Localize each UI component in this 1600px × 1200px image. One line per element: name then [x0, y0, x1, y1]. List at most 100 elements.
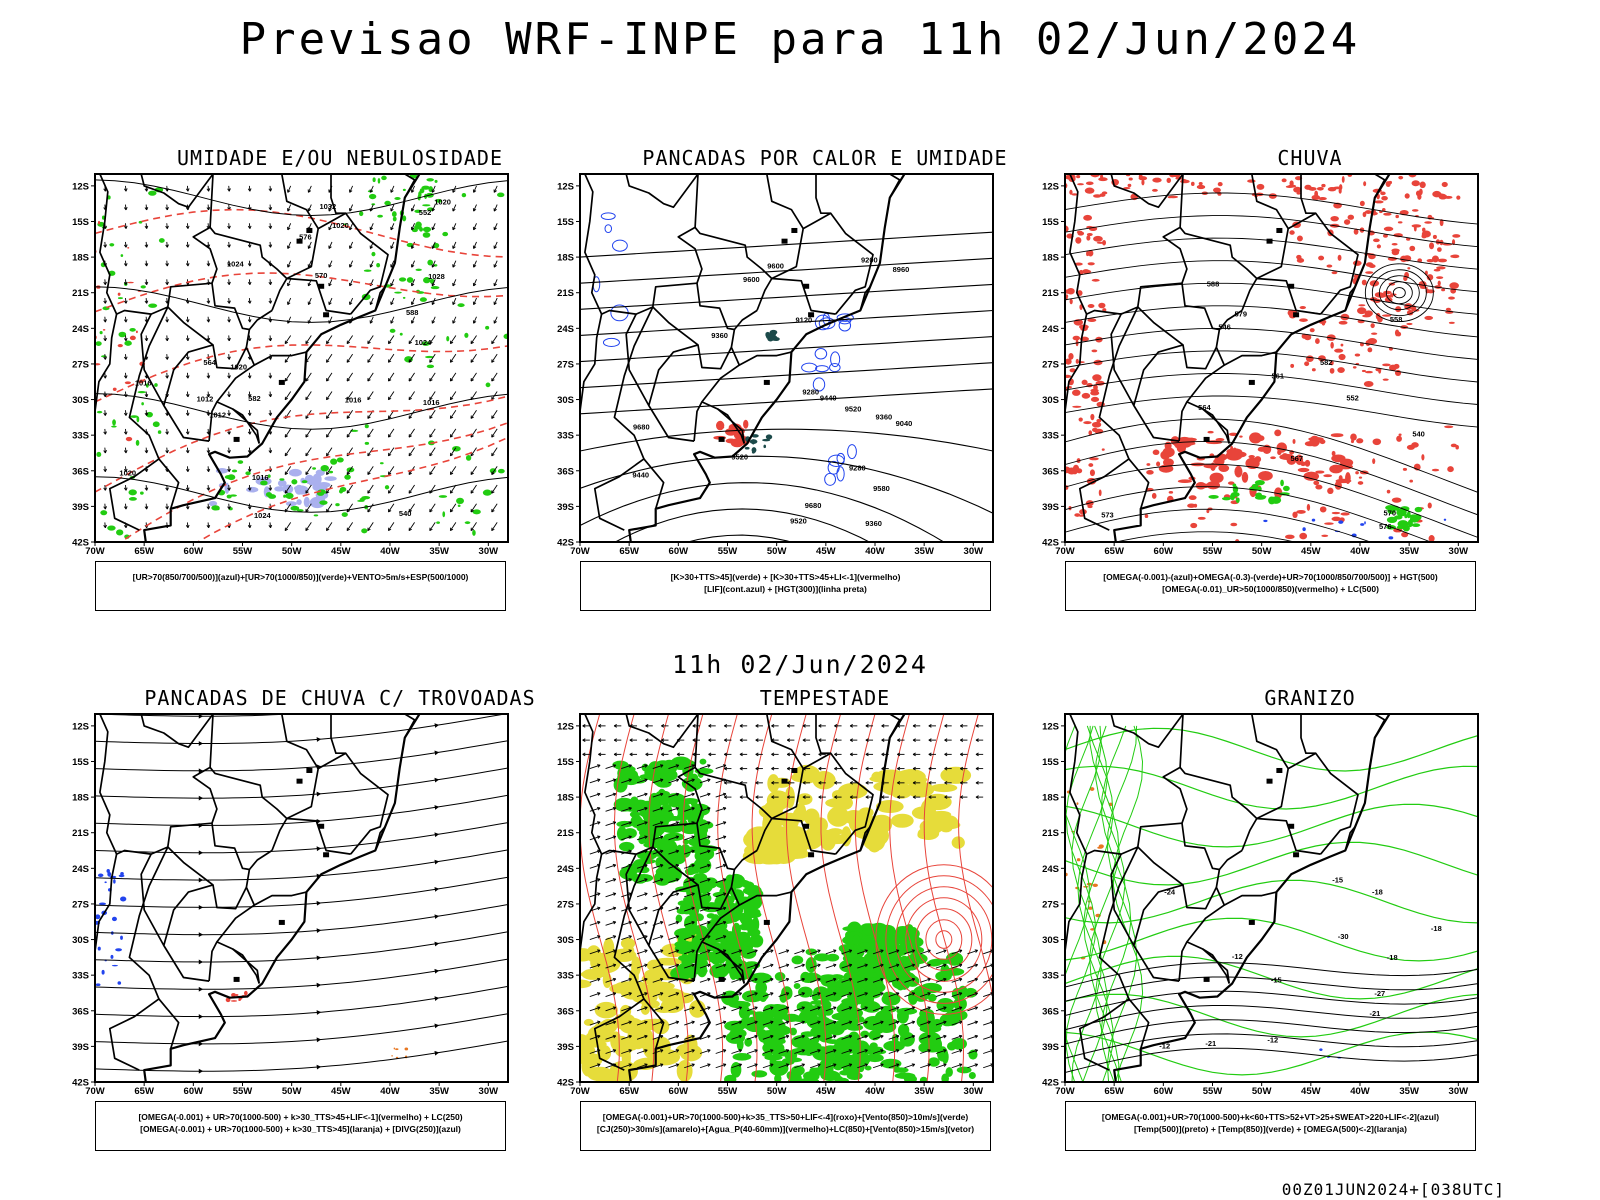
wind-vector — [644, 920, 648, 925]
wind-vector — [326, 372, 333, 382]
wind-vector — [605, 921, 616, 926]
wind-vector — [895, 1034, 900, 1039]
wind-vector — [927, 1006, 931, 1010]
wind850-green-area — [706, 913, 716, 919]
wind-vector — [958, 977, 963, 982]
wind-vector — [668, 1063, 679, 1069]
wind-vector — [491, 508, 495, 513]
height-contour — [580, 455, 993, 514]
wind-vector — [644, 963, 648, 968]
wind-vector — [668, 1006, 679, 1012]
lat-tick-label: 33S — [72, 971, 89, 982]
contour-label: 540 — [399, 509, 412, 518]
streamline — [95, 1013, 508, 1045]
rain-red-area — [1206, 509, 1210, 514]
lon-tick-label: 40W — [1350, 1086, 1370, 1097]
wind-vector — [809, 978, 821, 983]
wind850-green-area — [655, 779, 672, 788]
wind-vector — [755, 724, 759, 728]
wind-vector — [668, 907, 679, 912]
rain-red-area — [1213, 459, 1222, 464]
wind850-green-area — [864, 1065, 872, 1071]
wind-vector — [408, 484, 415, 494]
border-line — [1069, 714, 1183, 855]
lat-tick-label: 15S — [72, 757, 89, 768]
map-frame — [1064, 173, 1479, 543]
rain-red-area — [1289, 180, 1294, 187]
wind-vector — [103, 412, 107, 416]
border-line — [192, 174, 261, 444]
rain-red-area — [1422, 227, 1426, 233]
wind-vector — [346, 391, 354, 401]
wind-vector — [472, 226, 477, 231]
humidity-green-area — [372, 177, 376, 183]
wind850-green-area — [726, 936, 736, 944]
rain-red-area — [1078, 514, 1084, 517]
rain-red-area — [1340, 512, 1350, 516]
rain-red-area — [1306, 503, 1311, 511]
lon-tick-label: 30W — [479, 1086, 499, 1097]
wind-vector — [326, 391, 333, 401]
humidity-green-area — [344, 474, 351, 480]
rain-red-area — [1304, 361, 1310, 367]
rain-red-area — [1151, 188, 1158, 192]
rain-red-area — [1151, 492, 1157, 499]
wind-vector — [652, 935, 664, 940]
rain-red-area — [1330, 215, 1339, 222]
wind-vector — [911, 1006, 916, 1010]
contour-label: -18 — [1372, 888, 1383, 897]
streamline — [95, 849, 508, 881]
rain-red-area — [1098, 302, 1106, 309]
wind-vector — [802, 752, 806, 757]
wind-vector — [715, 864, 727, 869]
wind-vector — [880, 1049, 884, 1053]
wind-vector — [387, 434, 392, 438]
wind-vector — [904, 1049, 915, 1054]
panel-umidade: UMIDADE E/OU NEBULOSIDADE 1016 1016 1020 10… — [72, 146, 585, 616]
thickness-contour — [119, 422, 508, 542]
contour-label: 1016 — [423, 398, 440, 407]
humidity-green-area — [137, 391, 147, 394]
wind-vector — [450, 484, 457, 494]
wind-vector — [684, 935, 695, 940]
wind-vector — [307, 297, 312, 305]
wind-vector — [589, 1006, 601, 1012]
wind-vector — [367, 447, 374, 457]
wind-vector — [722, 963, 727, 968]
wind-vector — [284, 378, 289, 382]
rain-red-area — [1402, 467, 1408, 471]
humidity-green-area — [402, 188, 406, 192]
wind-vector — [841, 1063, 852, 1069]
border-line — [625, 174, 699, 209]
wind-vector — [975, 738, 979, 742]
wind-vector — [652, 878, 664, 883]
legend-box: [OMEGA(-0.001)+UR>70(1000-500)+k>35_TTS>… — [580, 1101, 991, 1151]
humidity-green-area — [424, 355, 434, 359]
thunderstorm-orange — [393, 1047, 396, 1050]
wind-vector — [284, 391, 292, 401]
lif-contour — [836, 313, 854, 322]
wind-vector — [473, 279, 477, 287]
hgt500-contour — [1065, 418, 1478, 493]
wind-vector — [659, 821, 664, 825]
wind-vector — [612, 1049, 617, 1053]
rain-red-area — [1437, 258, 1448, 263]
rain-red-area — [1365, 271, 1374, 274]
panel-trovoadas: PANCADAS DE CHUVA C/ TROVOADAS 12S 15S 18S… — [72, 686, 585, 1156]
temp500-contour — [1065, 990, 1478, 1016]
border-line — [580, 313, 603, 432]
wind-vector — [493, 226, 497, 231]
rain-red-area — [1456, 195, 1461, 200]
wind-vector — [864, 1034, 868, 1039]
wind-vector — [429, 503, 436, 513]
wind-vector — [621, 807, 632, 812]
border-line — [756, 817, 836, 855]
wind-vector — [165, 281, 169, 285]
humidity-green-area — [423, 277, 431, 284]
wind-vector — [408, 353, 415, 363]
wind-vector — [659, 806, 664, 811]
rain-red-area — [1339, 184, 1343, 191]
wind850-green-area — [680, 844, 691, 858]
wind-vector — [974, 1006, 979, 1010]
wind-vector — [346, 340, 351, 345]
